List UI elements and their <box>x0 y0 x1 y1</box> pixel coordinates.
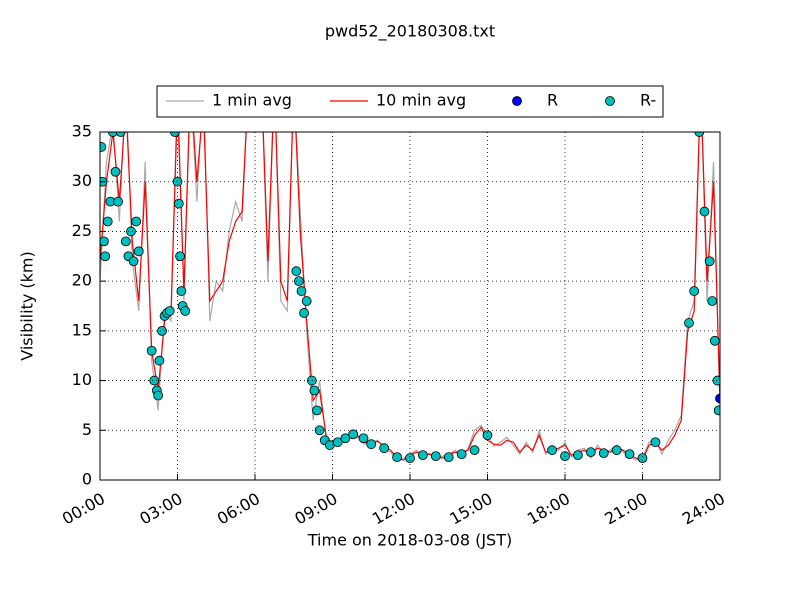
y-tick-label: 15 <box>72 320 92 339</box>
scatter-point <box>164 306 175 316</box>
x-tick-label: 15:00 <box>446 489 495 529</box>
scatter-point <box>154 355 165 366</box>
legend-marker <box>605 96 615 106</box>
chart-title: pwd52_20180308.txt <box>325 22 495 42</box>
scatter-point <box>102 216 113 227</box>
scatter-point <box>650 437 661 448</box>
scatter-point <box>126 226 136 237</box>
legend-label: R <box>547 91 558 110</box>
scatter-point <box>366 439 377 450</box>
scatter-point <box>392 452 402 463</box>
scatter-point <box>712 375 720 386</box>
scatter-point <box>312 405 322 416</box>
scatter-point <box>309 385 320 396</box>
scatter-point <box>175 251 185 262</box>
scatter-point <box>115 132 126 137</box>
scatter-point <box>418 450 428 461</box>
plot-area <box>100 132 720 464</box>
scatter-point <box>482 430 493 441</box>
scatter-point <box>131 216 142 227</box>
scatter-point <box>120 236 131 247</box>
x-tick-label: 18:00 <box>524 489 573 529</box>
y-tick-label: 30 <box>72 171 92 190</box>
y-tick-label: 10 <box>72 370 92 389</box>
scatter-point <box>707 296 718 306</box>
scatter-point <box>704 256 715 267</box>
scatter-point <box>713 405 720 416</box>
scatter-point <box>146 345 157 356</box>
scatter-point <box>110 166 121 177</box>
scatter-point <box>153 390 164 401</box>
y-tick-label: 35 <box>72 122 92 141</box>
scatter-point <box>294 276 304 287</box>
legend-marker <box>512 96 522 106</box>
scatter-point <box>456 449 467 460</box>
scatter-point <box>547 445 557 456</box>
scatter-point <box>709 335 720 346</box>
scatter-point <box>128 256 139 267</box>
scatter-point <box>170 132 180 137</box>
legend-label: 10 min avg <box>376 91 466 110</box>
scatter-point <box>689 286 700 296</box>
scatter-point <box>637 453 648 464</box>
y-axis-label: Visibility (km) <box>18 251 37 360</box>
x-tick-label: 03:00 <box>136 489 185 529</box>
scatter-point <box>358 433 369 444</box>
x-tick-label: 24:00 <box>679 489 728 529</box>
legend-label: 1 min avg <box>212 91 292 110</box>
scatter-point <box>173 198 184 209</box>
scatter-point <box>301 296 312 306</box>
scatter-point <box>100 236 109 247</box>
scatter-point <box>715 393 720 404</box>
scatter-point <box>379 443 390 454</box>
scatter-point <box>180 306 191 316</box>
y-tick-label: 0 <box>82 470 92 489</box>
x-tick-label: 00:00 <box>59 489 108 529</box>
scatter-point <box>296 286 307 296</box>
y-tick-label: 20 <box>72 271 92 290</box>
scatter-point <box>348 429 359 440</box>
scatter-point <box>332 437 343 448</box>
scatter-point <box>598 448 609 459</box>
scatter-point <box>100 142 107 152</box>
y-tick-label: 5 <box>82 420 92 439</box>
scatter-point <box>176 286 187 296</box>
scatter-point <box>100 251 111 262</box>
scatter-point <box>684 318 694 328</box>
scatter-point <box>299 308 309 318</box>
scatter-point <box>585 447 596 458</box>
scatter-point <box>430 451 441 462</box>
scatter-point <box>443 452 454 463</box>
scatter-point <box>113 196 123 207</box>
scatter-point <box>291 266 302 277</box>
x-tick-label: 12:00 <box>369 489 418 529</box>
scatter-point <box>624 449 635 460</box>
scatter-point <box>108 132 118 137</box>
scatter-point <box>340 433 351 444</box>
scatter-point <box>699 206 710 217</box>
scatter-point <box>149 375 160 386</box>
scatter-point <box>157 325 167 336</box>
legend <box>156 85 664 118</box>
scatter-point <box>405 453 415 464</box>
line-series <box>100 132 720 461</box>
scatter-point <box>573 450 583 461</box>
x-tick-label: 09:00 <box>291 489 340 529</box>
y-tick-label: 25 <box>72 221 92 240</box>
x-tick-label: 21:00 <box>601 489 650 529</box>
scatter-point <box>611 445 622 456</box>
scatter-point <box>469 445 480 456</box>
scatter-point <box>133 246 144 257</box>
x-tick-label: 06:00 <box>214 489 263 529</box>
x-axis-label: Time on 2018-03-08 (JST) <box>307 531 512 550</box>
legend-label: R- <box>640 91 656 110</box>
scatter-point <box>694 132 705 137</box>
